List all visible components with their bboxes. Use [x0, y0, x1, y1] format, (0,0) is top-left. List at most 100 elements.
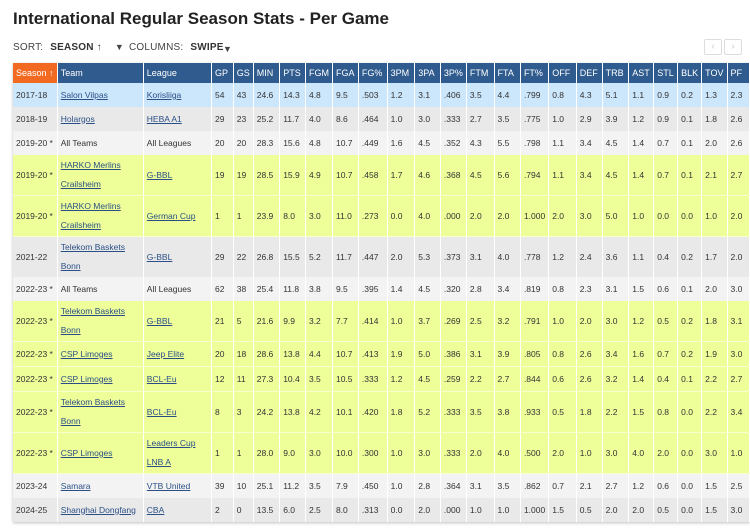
league-link[interactable]: Leaders Cup LNB A: [146, 438, 196, 467]
columns-select[interactable]: SWIPE: [190, 42, 224, 53]
league-link[interactable]: Jeep Elite: [146, 348, 185, 359]
stat-cell: 3.4: [494, 277, 521, 301]
column-header-ast[interactable]: AST: [628, 63, 655, 83]
team-link[interactable]: Shanghai Dongfang: [60, 504, 136, 515]
stat-cell: 1.2: [628, 301, 655, 342]
team-link[interactable]: Samara: [60, 480, 91, 491]
stat-cell: 2.2: [466, 366, 495, 392]
column-header-trb[interactable]: TRB: [602, 63, 630, 83]
stat-cell: 1.7: [387, 155, 416, 196]
column-header-fgm[interactable]: FGM: [305, 63, 333, 83]
column-header-gp[interactable]: GP: [211, 63, 234, 83]
column-header-blk[interactable]: BLK: [677, 63, 703, 83]
league-link[interactable]: G-BBL: [146, 251, 173, 262]
table-row: 2018-19 Holargos HEBA A1 29 23 25.2 11.7 4.0 8.6…: [13, 107, 750, 131]
team-link[interactable]: HARKO Merlins Crailsheim: [60, 201, 121, 230]
stat-cell: 4.5: [414, 131, 441, 155]
stat-cell: 10.5: [332, 366, 359, 392]
team-link[interactable]: Telekom Baskets Bonn: [60, 397, 125, 426]
stat-cell: 1.0: [576, 432, 603, 474]
column-header-team[interactable]: Team: [57, 63, 144, 83]
league-cell: VTB United: [143, 473, 213, 498]
stat-cell: .333: [440, 107, 467, 131]
column-header-off[interactable]: OFF: [548, 63, 577, 83]
stat-cell: 1.8: [701, 301, 728, 342]
stat-cell: 2.0: [653, 432, 679, 474]
column-header-def[interactable]: DEF: [576, 63, 603, 83]
scroll-right-button[interactable]: ›: [724, 39, 742, 55]
league-cell: Korisliiga: [143, 83, 213, 107]
table-row: 2022-23 * CSP Limoges Jeep Elite 20 18 28.6 13…: [13, 341, 750, 367]
team-link[interactable]: Holargos: [60, 113, 95, 124]
stat-cell: 0.6: [548, 366, 577, 392]
sort-select[interactable]: SEASON ↑: [50, 42, 102, 53]
stat-cell: 4.5: [602, 131, 630, 155]
sort-bar: SORT: SEASON ↑ ▼ COLUMNS: SWIPE ▼: [13, 42, 232, 54]
column-header-min[interactable]: MIN: [253, 63, 281, 83]
league-link[interactable]: G-BBL: [146, 315, 173, 326]
stat-cell: 1.0: [387, 107, 416, 131]
league-link[interactable]: HEBA A1: [146, 113, 182, 124]
stat-cell: 0.7: [548, 473, 577, 498]
column-header-league[interactable]: League: [143, 63, 213, 83]
league-link[interactable]: CBA: [146, 504, 165, 515]
stat-cell: 11.0: [332, 195, 359, 237]
column-header-3p[interactable]: 3P%: [440, 63, 467, 83]
column-header-fta[interactable]: FTA: [494, 63, 521, 83]
stat-cell: 4.0: [628, 432, 655, 474]
stat-cell: 2.7: [466, 107, 495, 131]
column-header-ft[interactable]: FT%: [520, 63, 550, 83]
stat-cell: 2.0: [548, 195, 577, 237]
column-header-fg[interactable]: FG%: [358, 63, 388, 83]
scroll-left-button[interactable]: ‹: [704, 39, 722, 55]
column-header-3pa[interactable]: 3PA: [414, 63, 441, 83]
stat-cell: 1.5: [548, 498, 577, 522]
stat-cell: 0.0: [677, 195, 703, 237]
text-cell: All Leagues: [143, 277, 213, 301]
stat-cell: 2.6: [727, 107, 750, 131]
team-cell: Holargos: [57, 107, 144, 131]
team-link[interactable]: Telekom Baskets Bonn: [60, 306, 125, 335]
stat-cell: 1.4: [628, 155, 655, 196]
team-link[interactable]: HARKO Merlins Crailsheim: [60, 160, 121, 189]
team-cell: CSP Limoges: [57, 432, 144, 474]
stat-cell: 25.1: [253, 473, 281, 498]
stat-cell: 3.5: [494, 107, 521, 131]
stat-cell: .259: [440, 366, 467, 392]
stat-cell: 4.0: [305, 107, 333, 131]
team-link[interactable]: Telekom Baskets Bonn: [60, 242, 125, 271]
team-link[interactable]: CSP Limoges: [60, 447, 113, 458]
team-link[interactable]: CSP Limoges: [60, 348, 113, 359]
column-header-pts[interactable]: PTS: [279, 63, 306, 83]
league-link[interactable]: BCL-Eu: [146, 406, 177, 417]
stat-cell: 3.5: [305, 366, 333, 392]
league-link[interactable]: Korisliiga: [146, 89, 182, 100]
league-link[interactable]: VTB United: [146, 480, 191, 491]
column-header-gs[interactable]: GS: [233, 63, 254, 83]
column-header-tov[interactable]: TOV: [701, 63, 728, 83]
stat-cell: 1.8: [701, 107, 728, 131]
sort-dropdown-icon[interactable]: ▼: [114, 42, 124, 52]
stat-cell: 39: [211, 473, 234, 498]
team-link[interactable]: CSP Limoges: [60, 373, 113, 384]
stat-cell: .333: [440, 391, 467, 433]
columns-dropdown-icon[interactable]: ▼: [223, 44, 233, 54]
column-header-fga[interactable]: FGA: [332, 63, 359, 83]
column-header-stl[interactable]: STL: [653, 63, 679, 83]
stat-cell: 0.0: [387, 195, 416, 237]
league-link[interactable]: German Cup: [146, 210, 196, 221]
column-header-ftm[interactable]: FTM: [466, 63, 495, 83]
column-header-season[interactable]: Season ↑: [13, 63, 58, 83]
stat-cell: 1.4: [387, 277, 416, 301]
league-link[interactable]: G-BBL: [146, 169, 173, 180]
table-row: 2022-23 * Telekom Baskets Bonn G-BBL 21 5 21.…: [13, 301, 750, 342]
team-link[interactable]: Salon Vilpas: [60, 89, 108, 100]
league-link[interactable]: BCL-Eu: [146, 373, 177, 384]
column-header-pf[interactable]: PF: [727, 63, 750, 83]
column-header-3pm[interactable]: 3PM: [387, 63, 416, 83]
stat-cell: 2.2: [701, 366, 728, 392]
stat-cell: .933: [520, 391, 550, 433]
stat-cell: 11.7: [279, 107, 306, 131]
season-cell: 2022-23 *: [13, 301, 58, 342]
season-cell: 2022-23 *: [13, 341, 58, 367]
